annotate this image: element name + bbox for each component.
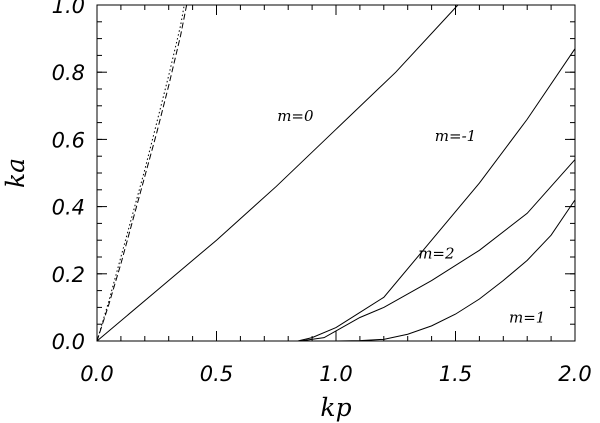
series-line-1 (297, 48, 576, 342)
series-label: m=-1 (435, 127, 476, 145)
x-tick-label: 2.0 (558, 362, 591, 386)
series-label: m=0 (277, 107, 314, 125)
series-label: m=2 (418, 245, 454, 263)
series-line-3 (335, 199, 576, 342)
x-tick-label: 1.0 (319, 362, 352, 386)
axis-tick-labels: 0.0 0.5 1.0 1.5 2.0 0.0 0.2 0.4 0.6 0.8 1.0 (52, 0, 592, 386)
x-axis-title: kp (320, 393, 351, 422)
series-line-0 (96, 4, 459, 342)
series-label: m=1 (509, 308, 545, 326)
series-line-2 (300, 159, 576, 342)
y-tick-label: 0.0 (52, 330, 85, 354)
series-labels: m=0 m=-1 m=2 m=1 (277, 107, 545, 327)
y-tick-label: 0.8 (52, 61, 85, 85)
series-line-4 (96, 4, 188, 342)
y-tick-label: 0.6 (52, 128, 85, 152)
y-tick-label: 1.0 (52, 0, 85, 18)
axis-ticks (96, 4, 576, 342)
series-line-5 (96, 4, 185, 342)
y-axis-title: ka (1, 158, 30, 188)
chart-series (96, 4, 576, 342)
x-tick-label: 0.5 (200, 362, 233, 386)
y-tick-label: 0.4 (52, 196, 85, 220)
plot-frame (96, 4, 576, 342)
x-tick-label: 0.0 (80, 362, 113, 386)
y-tick-label: 0.2 (52, 263, 85, 287)
x-tick-label: 1.5 (439, 362, 472, 386)
